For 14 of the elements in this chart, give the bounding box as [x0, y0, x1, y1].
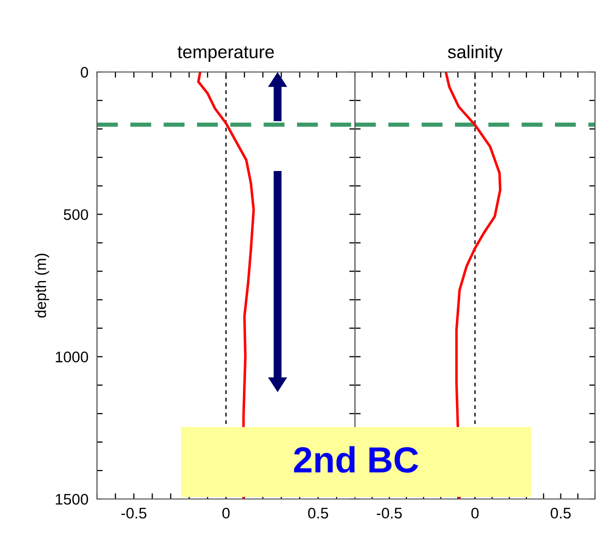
chart-title: salinity — [448, 45, 503, 62]
x-tick-label: -0.5 — [376, 508, 402, 519]
y-tick-label: 0 — [80, 66, 88, 78]
y-axis-title: depth (m) — [34, 254, 50, 318]
y-tick-label: 500 — [64, 209, 88, 220]
x-tick-label: 0 — [471, 508, 479, 519]
chart-title: temperature — [178, 46, 274, 62]
x-tick-label: 0 — [222, 508, 230, 519]
x-tick-label: -0.5 — [121, 508, 146, 519]
x-tick-label: 0.5 — [550, 508, 571, 519]
x-tick-label: 0.5 — [308, 508, 328, 519]
y-tick-label: 1500 — [56, 494, 88, 505]
y-tick-label: 1000 — [56, 352, 88, 362]
annotation: 2nd BC — [294, 446, 418, 473]
